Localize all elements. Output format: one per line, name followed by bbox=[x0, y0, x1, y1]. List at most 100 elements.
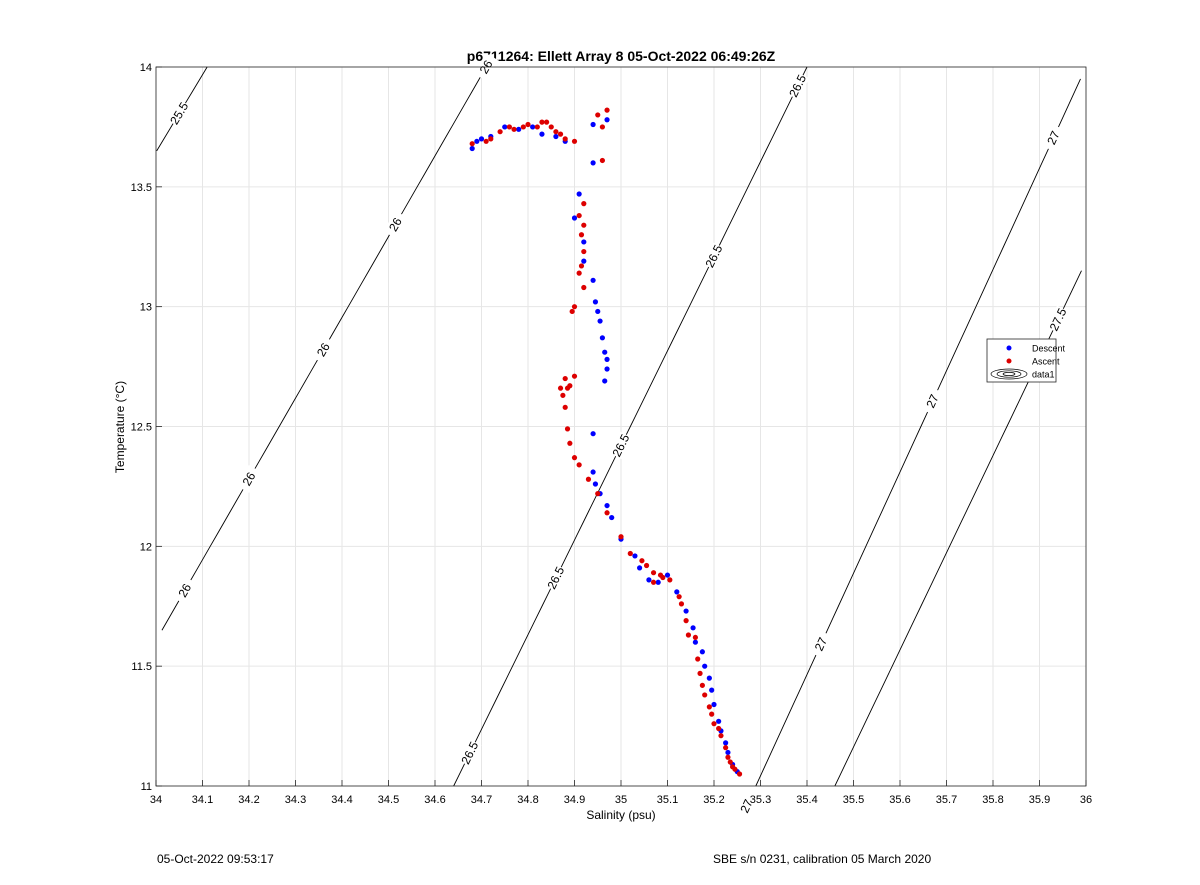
isopycnal-label-bg bbox=[458, 739, 482, 767]
ascent-point bbox=[483, 138, 489, 144]
x-tick-label: 34.2 bbox=[238, 794, 259, 806]
ascent-point bbox=[488, 136, 494, 142]
legend-marker bbox=[1006, 345, 1012, 351]
y-tick-label: 13 bbox=[140, 302, 152, 314]
descent-point bbox=[602, 378, 608, 384]
x-tick-label: 36 bbox=[1080, 794, 1092, 806]
isopycnal-label-bg bbox=[921, 387, 944, 415]
ascent-point bbox=[571, 373, 578, 379]
ascent-point bbox=[709, 711, 715, 717]
ascent-point bbox=[595, 112, 601, 118]
ascent-point bbox=[562, 136, 568, 142]
ascent-point bbox=[511, 126, 517, 132]
ascent-point bbox=[564, 426, 571, 432]
x-tick-label: 35.4 bbox=[796, 794, 817, 806]
grid bbox=[155, 66, 1087, 787]
isopycnal-label-bg bbox=[1046, 305, 1070, 334]
x-tick-label: 35.1 bbox=[657, 794, 678, 806]
isopycnal-label: 27 bbox=[812, 635, 830, 653]
ascent-point bbox=[497, 129, 503, 135]
x-tick-label: 34 bbox=[150, 794, 162, 806]
isopycnal-label-bg bbox=[809, 630, 833, 658]
ascent-point bbox=[685, 632, 692, 638]
ascent-point bbox=[692, 634, 699, 641]
descent-point bbox=[553, 133, 559, 140]
ascent-point bbox=[723, 745, 729, 751]
legend-contour-icon bbox=[996, 370, 1022, 378]
x-tick-label: 34.9 bbox=[564, 794, 585, 806]
ascent-point bbox=[571, 455, 578, 461]
footer-timestamp: 05-Oct-2022 09:53:17 bbox=[157, 852, 274, 866]
ascent-point bbox=[469, 141, 475, 147]
legend-label: data1 bbox=[1032, 370, 1055, 380]
x-tick-label: 35.2 bbox=[703, 794, 724, 806]
ascent-point bbox=[618, 534, 624, 540]
isopycnal-line bbox=[453, 66, 808, 787]
descent-point bbox=[592, 299, 599, 305]
ascent-point bbox=[718, 733, 724, 739]
isopycnal-label: 26 bbox=[314, 340, 333, 359]
ascent-point bbox=[569, 308, 575, 315]
descent-point bbox=[711, 701, 717, 708]
descent-point bbox=[692, 639, 699, 645]
descent-point bbox=[604, 366, 610, 372]
legend-label: Descent bbox=[1032, 344, 1066, 354]
x-tick-label: 34.1 bbox=[192, 794, 213, 806]
ascent-point bbox=[732, 766, 738, 772]
isopycnal-label: 26.5 bbox=[544, 564, 567, 591]
isopycnal-label: 27 bbox=[737, 797, 755, 815]
descent-point bbox=[502, 124, 508, 130]
isopycnal-label: 26.5 bbox=[458, 739, 481, 766]
ascent-point bbox=[581, 222, 587, 228]
isopycnal-label: 26.5 bbox=[610, 432, 633, 459]
ascent-point bbox=[539, 119, 545, 125]
ascent-point bbox=[699, 682, 705, 688]
y-tick-label: 11.5 bbox=[131, 661, 152, 673]
descent-point bbox=[478, 136, 485, 142]
descent-point bbox=[590, 469, 596, 475]
ascent-point bbox=[544, 119, 550, 125]
isopycnal-label: 27 bbox=[1044, 129, 1062, 147]
isopycnal-label: 26 bbox=[386, 215, 405, 234]
x-tick-label: 34.3 bbox=[285, 794, 306, 806]
isopycnal-label: 26.5 bbox=[703, 242, 726, 269]
ascent-point bbox=[567, 383, 573, 389]
isopycnal-label: 26.5 bbox=[786, 72, 809, 99]
ascent-point bbox=[604, 510, 610, 516]
descent-point bbox=[604, 356, 610, 362]
descent-point bbox=[581, 258, 587, 264]
ascent-point bbox=[571, 304, 578, 310]
isopycnal-label: 25.5 bbox=[167, 99, 191, 127]
descent-point bbox=[702, 663, 708, 669]
ascent-point bbox=[697, 670, 703, 676]
ascent-point bbox=[639, 558, 645, 564]
legend: Descent Ascent data1 bbox=[986, 338, 1066, 383]
ascent-point bbox=[534, 124, 540, 130]
ascent-point bbox=[581, 201, 587, 207]
footer-calibration: SBE s/n 0231, calibration 05 March 2020 bbox=[713, 852, 932, 866]
descent-point bbox=[604, 117, 610, 123]
legend-contour-icon bbox=[990, 368, 1028, 380]
isopycnal-label: 26 bbox=[175, 581, 194, 600]
legend-box bbox=[986, 338, 1057, 383]
descent-point bbox=[699, 649, 705, 655]
ascent-point bbox=[571, 138, 578, 144]
ascent-point bbox=[578, 263, 585, 269]
ascent-point bbox=[695, 656, 701, 662]
isopycnal-label-bg bbox=[786, 72, 810, 100]
ascent-point bbox=[683, 618, 689, 624]
descent-point bbox=[604, 502, 610, 509]
descent-point bbox=[646, 577, 652, 583]
descent-point bbox=[474, 138, 480, 144]
descent-point bbox=[716, 718, 722, 724]
x-tick-label: 34.6 bbox=[424, 794, 445, 806]
legend-label: Ascent bbox=[1032, 357, 1060, 367]
data-points bbox=[469, 107, 743, 777]
ascent-point bbox=[506, 124, 512, 130]
ascent-point bbox=[578, 232, 585, 238]
x-axis-label: Salinity (psu) bbox=[586, 808, 655, 822]
descent-point bbox=[530, 124, 536, 130]
ascent-point bbox=[520, 124, 526, 130]
descent-point bbox=[581, 239, 587, 245]
